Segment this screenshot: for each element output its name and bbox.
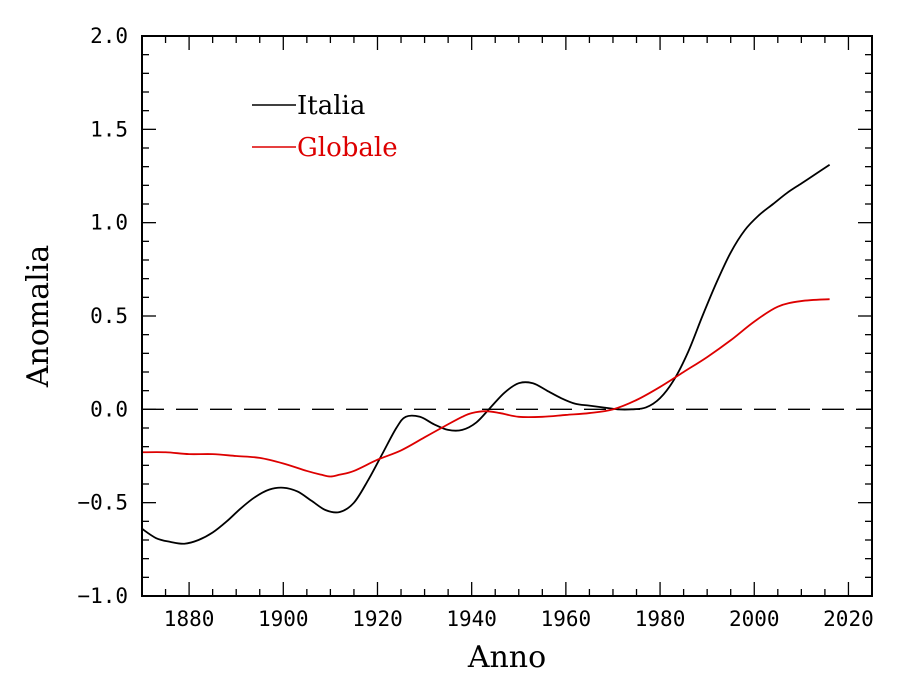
x-tick-label: 1960 bbox=[541, 607, 592, 631]
x-tick-label: 1940 bbox=[446, 607, 497, 631]
x-axis-title: Anno bbox=[467, 640, 546, 675]
x-tick-label: 2000 bbox=[729, 607, 780, 631]
x-tick-label: 1920 bbox=[352, 607, 403, 631]
legend-label-globale: Globale bbox=[297, 133, 398, 163]
x-tick-label: 1900 bbox=[258, 607, 309, 631]
y-tick-label: 0.0 bbox=[90, 397, 128, 421]
x-tick-label: 1880 bbox=[164, 607, 215, 631]
tick-labels: 1880 1900 1920 1940 1960 1980 2000 2020 −1.0 −0.5… bbox=[77, 24, 873, 631]
y-tick-label: 1.0 bbox=[90, 211, 128, 235]
x-tick-label: 1980 bbox=[635, 607, 686, 631]
y-tick-label: 0.5 bbox=[90, 304, 128, 328]
series-line-globale bbox=[142, 298, 830, 478]
y-tick-label: −0.5 bbox=[77, 491, 128, 515]
y-tick-label: 1.5 bbox=[90, 117, 128, 141]
legend-label-italia: Italia bbox=[297, 91, 365, 121]
plot-frame bbox=[141, 35, 873, 597]
y-axis-title: Anomalia bbox=[21, 245, 56, 389]
legend: Italia Globale bbox=[252, 91, 398, 163]
series-line-italia bbox=[142, 164, 831, 545]
y-tick-label: 2.0 bbox=[90, 24, 128, 48]
y-tick-label: −1.0 bbox=[77, 584, 128, 608]
series-layer bbox=[142, 164, 831, 545]
x-tick-label: 2020 bbox=[823, 607, 874, 631]
